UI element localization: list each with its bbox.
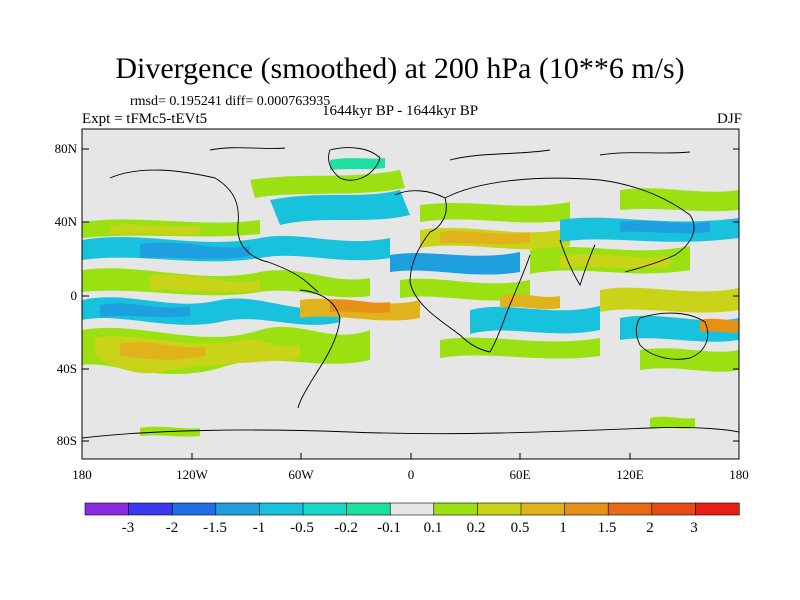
lon-label: 180 xyxy=(729,467,749,482)
colorbar-label: 1 xyxy=(559,520,567,536)
period-text: 1644kyr BP - 1644kyr BP xyxy=(322,103,479,119)
coast-asia xyxy=(444,177,695,273)
lon-label: 180 xyxy=(72,467,92,482)
stats-text: rmsd= 0.195241 diff= 0.000763935 xyxy=(130,94,331,109)
colorbar xyxy=(84,502,740,516)
coast-europe-africa xyxy=(394,190,491,353)
field-band xyxy=(390,252,520,275)
divergence-field xyxy=(82,158,739,437)
field-band xyxy=(140,242,250,259)
field-band xyxy=(82,297,340,325)
lat-label: 80S xyxy=(57,433,77,448)
field-band xyxy=(620,220,710,234)
field-band xyxy=(100,303,190,318)
field-band xyxy=(560,254,670,269)
colorbar-label: -0.1 xyxy=(377,520,401,536)
coast-greenland xyxy=(328,147,381,181)
colorbar-swatch xyxy=(259,502,304,516)
lat-label: 40N xyxy=(55,214,78,229)
field-band xyxy=(440,337,600,359)
colorbar-label: -0.5 xyxy=(290,520,314,536)
colorbar-swatch xyxy=(346,502,391,516)
field-band xyxy=(270,190,410,225)
field-band xyxy=(470,306,600,334)
coast-antarctica xyxy=(82,427,739,439)
colorbar-label: 0.1 xyxy=(424,520,443,536)
lon-label: 60E xyxy=(510,467,531,482)
lat-label: 40S xyxy=(57,361,77,376)
coastlines xyxy=(82,147,739,439)
map-title: Divergence (smoothed) at 200 hPa (10**6 … xyxy=(115,52,685,85)
season-text: DJF xyxy=(716,111,742,127)
field-band xyxy=(420,202,570,223)
field-band xyxy=(110,224,200,235)
experiment-text: Expt = tFMc5-tEVt5 xyxy=(82,111,208,127)
lat-label: 0 xyxy=(71,288,78,303)
coast-arctic-islands xyxy=(209,147,691,161)
field-band xyxy=(620,188,739,212)
colorbar-labels: -3 -2 -1.5 -1 -0.5 -0.2 -0.1 0.1 0.2 0.5… xyxy=(122,520,698,536)
colorbar-label: 1.5 xyxy=(598,520,617,536)
field-band xyxy=(250,170,405,198)
colorbar-label: 0.5 xyxy=(511,520,530,536)
colorbar-swatch xyxy=(302,502,348,516)
colorbar-swatch xyxy=(84,502,130,516)
coast-africa-east xyxy=(489,254,531,353)
field-band xyxy=(150,274,260,293)
tick-marks xyxy=(81,148,740,459)
colorbar-label: 2 xyxy=(646,520,654,536)
colorbar-swatch xyxy=(389,502,435,516)
colorbar-swatch xyxy=(651,502,696,516)
colorbar-swatch xyxy=(564,502,609,516)
lon-label: 60W xyxy=(288,467,314,482)
field-band xyxy=(400,278,530,301)
coast-india xyxy=(559,239,596,287)
colorbar-label: -0.2 xyxy=(334,520,358,536)
field-band xyxy=(650,416,695,429)
colorbar-label: 3 xyxy=(690,520,698,536)
field-band xyxy=(120,342,205,360)
colorbar-swatch xyxy=(171,502,217,516)
coast-south-america xyxy=(297,289,341,409)
field-band xyxy=(330,299,390,313)
field-band xyxy=(700,318,739,333)
lon-label: 120W xyxy=(176,467,209,482)
colorbar-label: -1 xyxy=(253,520,266,536)
colorbar-swatch xyxy=(607,502,653,516)
colorbar-swatch xyxy=(477,502,522,516)
colorbar-label: -2 xyxy=(166,520,179,536)
field-band xyxy=(600,287,739,313)
colorbar-label: -3 xyxy=(122,520,135,536)
colorbar-swatch xyxy=(695,502,740,516)
field-band xyxy=(330,158,385,170)
field-band xyxy=(440,231,530,245)
field-band xyxy=(500,294,560,310)
colorbar-swatch xyxy=(520,502,566,516)
colorbar-swatch xyxy=(128,502,173,516)
colorbar-label: 0.2 xyxy=(467,520,486,536)
lat-labels: 80N 40N 0 40S 80S xyxy=(55,141,78,448)
colorbar-label: -1.5 xyxy=(203,520,227,536)
lon-label: 120E xyxy=(616,467,644,482)
coast-australia xyxy=(635,312,709,360)
lon-labels: 180 120W 60W 0 60E 120E 180 xyxy=(72,467,749,482)
coast-north-america xyxy=(109,169,319,293)
lat-label: 80N xyxy=(55,141,78,156)
field-band xyxy=(640,348,739,372)
lon-label: 0 xyxy=(408,467,415,482)
colorbar-swatch xyxy=(433,502,478,516)
colorbar-swatch xyxy=(215,502,261,516)
